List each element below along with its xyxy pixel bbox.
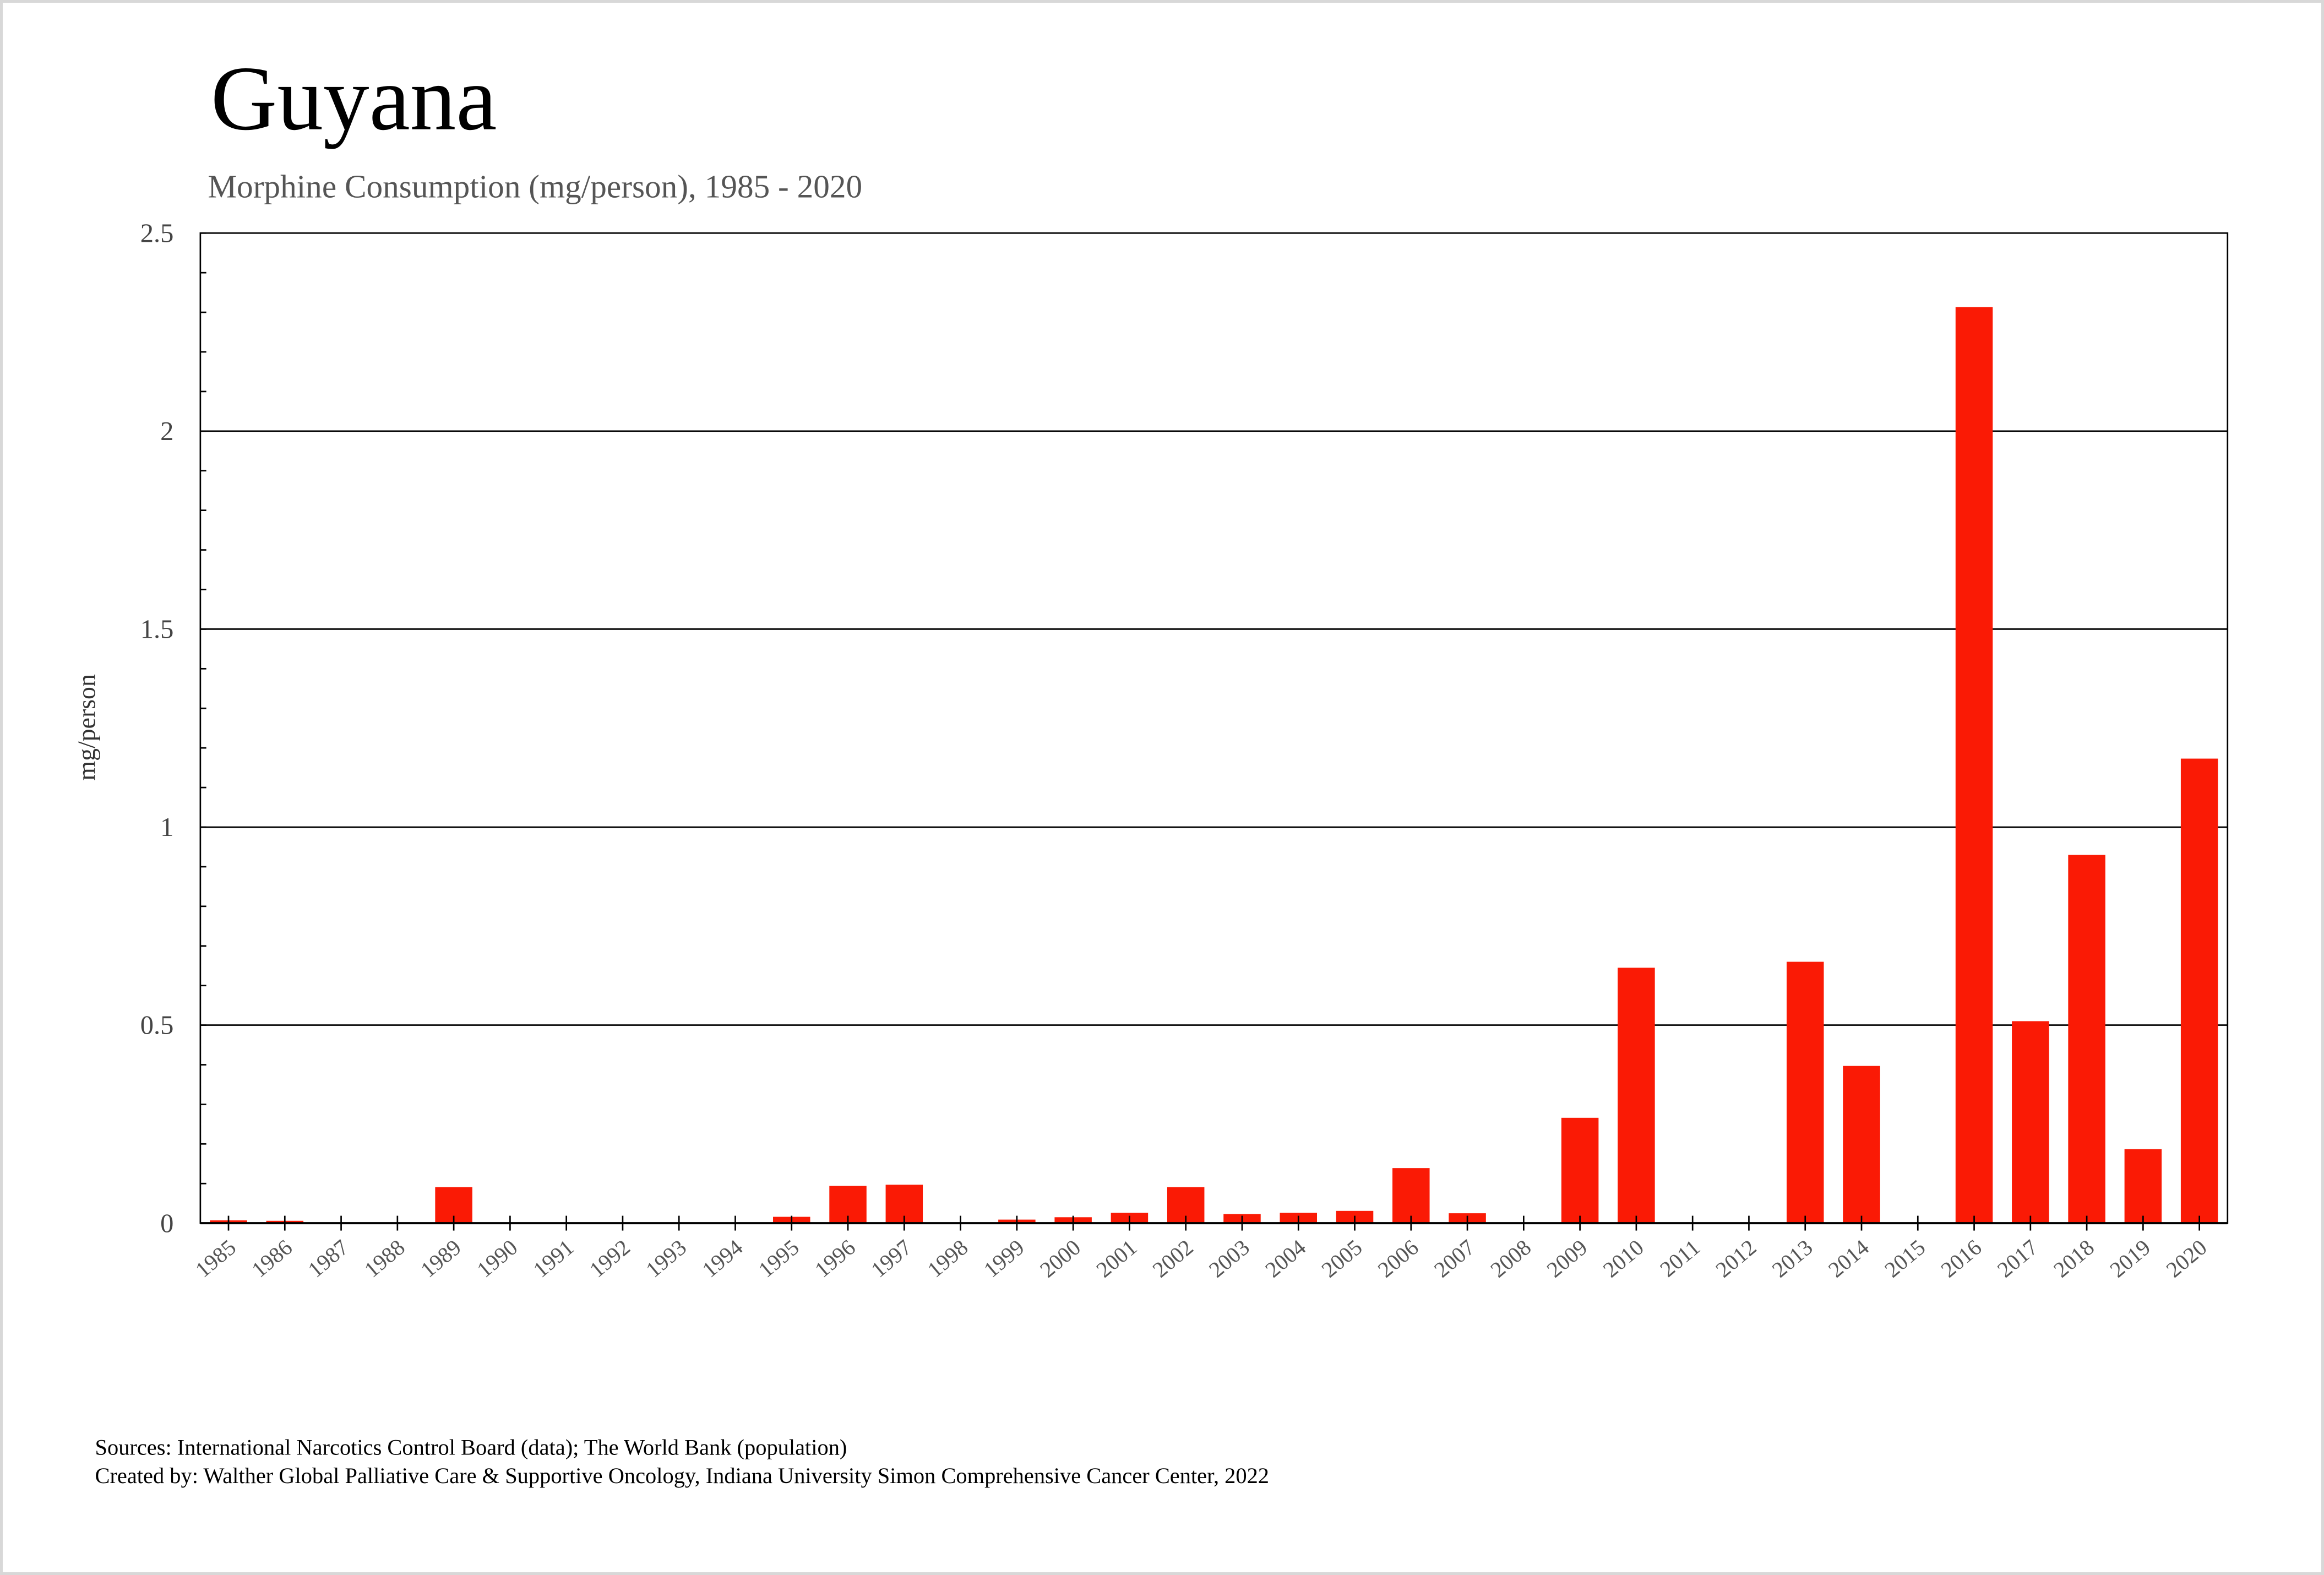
x-tick-label: 1995 xyxy=(754,1235,804,1282)
x-tick-label: 1998 xyxy=(923,1235,973,1282)
footer-created: Created by: Walther Global Palliative Ca… xyxy=(95,1463,1270,1488)
x-tick-label: 2014 xyxy=(1824,1235,1874,1282)
x-tick-label: 2000 xyxy=(1035,1235,1085,1282)
y-tick-label: 2 xyxy=(160,417,173,446)
bar-2019 xyxy=(2124,1149,2162,1224)
x-tick-label: 2017 xyxy=(1993,1235,2043,1282)
y-tick-label: 1.5 xyxy=(140,615,174,644)
x-tick-label: 1991 xyxy=(529,1235,579,1282)
plot-border xyxy=(199,232,2229,1224)
y-tick-label: 0 xyxy=(160,1209,173,1238)
x-tick-label: 2010 xyxy=(1598,1235,1648,1282)
x-tick-label: 1993 xyxy=(641,1235,691,1282)
chart-subtitle: Morphine Consumption (mg/person), 1985 -… xyxy=(208,169,862,205)
y-axis-label: mg/person xyxy=(73,674,101,780)
y-tick-label: 0.5 xyxy=(140,1011,174,1040)
bar-2016 xyxy=(1955,307,1993,1224)
x-tick-label: 1992 xyxy=(585,1235,635,1282)
x-tick-label: 1985 xyxy=(191,1235,241,1282)
x-tick-label: 1999 xyxy=(979,1235,1029,1282)
x-tick-label: 2002 xyxy=(1148,1235,1198,1282)
x-tick-label: 2016 xyxy=(1936,1235,1986,1282)
x-tick-label: 2018 xyxy=(2049,1235,2099,1282)
x-tick-label: 1989 xyxy=(416,1235,466,1282)
chart-title: Guyana xyxy=(211,48,497,150)
bar-2006 xyxy=(1392,1168,1430,1224)
x-tick-label: 2004 xyxy=(1260,1235,1310,1282)
x-tick-label: 2009 xyxy=(1542,1235,1592,1282)
bar-2009 xyxy=(1561,1117,1599,1224)
bar-2014 xyxy=(1843,1066,1880,1224)
y-tick-label: 2.5 xyxy=(140,219,174,248)
bar-2017 xyxy=(2012,1021,2049,1224)
x-tick-label: 1990 xyxy=(472,1235,522,1282)
x-tick-label: 1996 xyxy=(810,1235,860,1282)
x-tick-label: 2006 xyxy=(1373,1235,1423,1282)
x-tick-label: 2019 xyxy=(2105,1235,2155,1282)
x-tick-label: 1988 xyxy=(360,1235,410,1282)
x-tick-label: 1986 xyxy=(247,1235,297,1282)
bar-2013 xyxy=(1786,962,1824,1224)
x-tick-label: 2012 xyxy=(1711,1235,1761,1282)
x-tick-label: 1994 xyxy=(698,1235,748,1282)
bar-2018 xyxy=(2068,855,2105,1224)
x-tick-label: 2013 xyxy=(1767,1235,1817,1282)
footer-sources: Sources: International Narcotics Control… xyxy=(95,1435,847,1460)
x-tick-label: 2020 xyxy=(2162,1235,2212,1282)
x-tick-label: 1997 xyxy=(866,1235,916,1282)
x-tick-label: 2005 xyxy=(1317,1235,1367,1282)
bar-2020 xyxy=(2180,758,2218,1224)
x-tick-label: 1987 xyxy=(303,1235,353,1282)
x-tick-label: 2007 xyxy=(1429,1235,1479,1282)
x-tick-label: 2003 xyxy=(1204,1235,1254,1282)
x-tick-label: 2008 xyxy=(1485,1235,1536,1282)
x-tick-label: 2015 xyxy=(1880,1235,1930,1282)
x-tick-label: 2001 xyxy=(1092,1235,1142,1282)
y-tick-label: 1 xyxy=(160,813,173,842)
bar-2010 xyxy=(1618,968,1655,1224)
x-tick-label: 2011 xyxy=(1655,1235,1705,1281)
